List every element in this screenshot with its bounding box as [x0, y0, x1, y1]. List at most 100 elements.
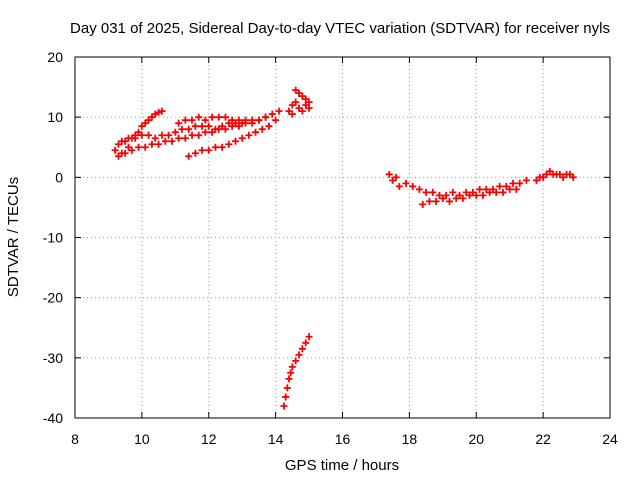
x-tick-label: 14: [268, 431, 284, 447]
data-point: [258, 125, 266, 133]
data-point: [195, 131, 203, 139]
data-point: [402, 179, 410, 187]
y-tick-label: 20: [47, 49, 63, 65]
data-point: [459, 194, 467, 202]
data-point: [285, 375, 293, 383]
data-point: [121, 149, 129, 157]
data-point: [275, 107, 283, 115]
data-point: [466, 191, 474, 199]
x-axis-ticks: 8 10 12 14 16 18 20 22 24: [71, 57, 618, 447]
data-point: [432, 197, 440, 205]
data-point: [242, 116, 250, 124]
data-points: [111, 86, 577, 410]
data-point: [499, 188, 507, 196]
data-point: [492, 188, 500, 196]
data-point: [218, 143, 226, 151]
x-tick-label: 20: [468, 431, 484, 447]
data-point: [305, 333, 313, 341]
data-point: [218, 122, 226, 130]
y-tick-label: -40: [43, 410, 63, 426]
data-point: [522, 176, 530, 184]
data-point: [422, 188, 430, 196]
data-point: [155, 140, 163, 148]
data-point: [252, 128, 260, 136]
y-tick-label: 0: [55, 169, 63, 185]
data-point: [118, 137, 126, 145]
data-point: [305, 104, 313, 112]
data-point: [188, 131, 196, 139]
data-point: [175, 119, 183, 127]
x-tick-label: 22: [535, 431, 551, 447]
data-point: [235, 116, 243, 124]
data-point: [288, 110, 296, 118]
data-point: [178, 125, 186, 133]
data-point: [232, 137, 239, 145]
data-point: [415, 185, 423, 193]
data-point: [298, 345, 306, 353]
data-point: [205, 122, 213, 130]
data-point: [158, 107, 166, 115]
data-point: [425, 197, 433, 205]
y-tick-label: -10: [43, 230, 63, 246]
data-point: [145, 131, 153, 139]
data-point: [446, 197, 453, 205]
data-point: [472, 191, 480, 199]
data-point: [201, 128, 209, 136]
data-point: [486, 188, 494, 196]
data-point: [191, 149, 199, 157]
data-point: [138, 131, 146, 139]
data-point: [175, 134, 183, 142]
data-point: [111, 146, 119, 154]
y-tick-label: -20: [43, 290, 63, 306]
data-point: [248, 119, 256, 127]
data-point: [509, 179, 517, 187]
data-point: [245, 131, 253, 139]
x-tick-label: 18: [402, 431, 418, 447]
data-point: [208, 113, 216, 121]
data-point: [385, 170, 393, 178]
x-tick-label: 12: [201, 431, 217, 447]
data-point: [512, 185, 520, 193]
data-point: [302, 339, 310, 347]
data-point: [191, 122, 199, 130]
data-point: [268, 110, 276, 118]
data-point: [205, 146, 213, 154]
data-point: [198, 146, 206, 154]
data-point: [211, 143, 219, 151]
data-point: [292, 357, 300, 365]
chart-title: Day 031 of 2025, Sidereal Day-to-day VTE…: [70, 20, 610, 37]
data-point: [395, 182, 403, 190]
data-point: [228, 116, 236, 124]
data-point: [298, 107, 306, 115]
data-point: [429, 188, 437, 196]
data-point: [280, 402, 288, 410]
data-point: [161, 137, 169, 145]
data-point: [135, 143, 143, 151]
data-point: [255, 116, 263, 124]
data-point: [181, 134, 189, 142]
data-point: [392, 173, 400, 181]
data-point: [238, 134, 246, 142]
data-point: [282, 393, 290, 401]
data-point: [165, 131, 173, 139]
data-point: [449, 188, 457, 196]
data-point: [155, 108, 163, 116]
data-point: [452, 194, 460, 202]
data-point: [131, 134, 139, 142]
data-point: [476, 185, 484, 193]
data-point: [125, 134, 132, 142]
data-point: [283, 384, 291, 392]
x-tick-label: 8: [71, 431, 79, 447]
data-point: [141, 143, 149, 151]
y-axis-ticks: -40 -30 -20 -10 0 10 20: [43, 49, 610, 426]
data-point: [221, 113, 229, 121]
data-point: [419, 200, 427, 208]
data-point: [211, 125, 219, 133]
data-point: [516, 179, 524, 187]
data-point: [496, 182, 504, 190]
data-point: [506, 185, 514, 193]
data-point: [181, 116, 189, 124]
y-axis-label: SDTVAR / TECUs: [5, 177, 22, 297]
data-point: [188, 116, 196, 124]
